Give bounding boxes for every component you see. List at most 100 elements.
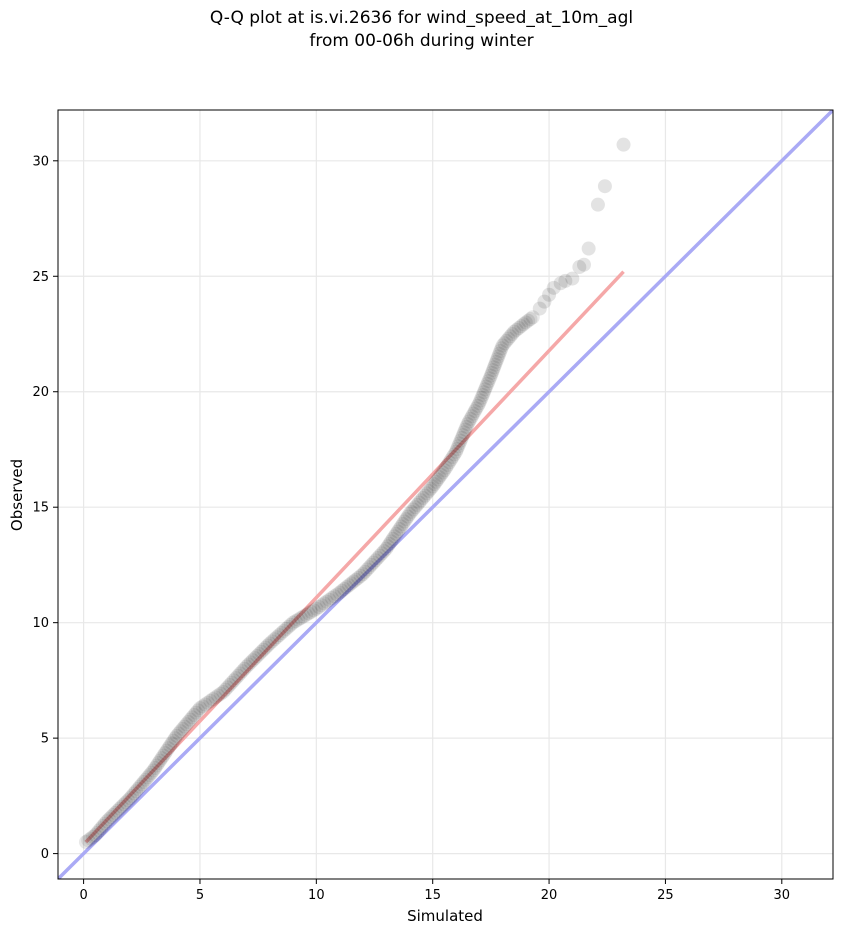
qq-point: [485, 363, 500, 378]
qq-point: [362, 560, 377, 575]
qq-tail-point: [532, 301, 547, 316]
qq-point: [440, 457, 455, 472]
qq-point: [454, 430, 469, 445]
qq-point: [134, 777, 149, 792]
qq-point: [291, 612, 306, 627]
y-tick-label: 15: [32, 501, 49, 516]
ticks-layer: 0 5 10 15 20 25 30 0 5 10 15 20 25 30: [32, 154, 790, 903]
x-tick-label: 0: [79, 888, 87, 903]
qq-point: [330, 587, 345, 602]
qq-point: [516, 317, 531, 332]
qq-point: [377, 544, 392, 559]
qq-point: [173, 724, 188, 739]
qq-point: [451, 439, 466, 454]
chart-title-line-2: from 00-06h during winter: [309, 31, 534, 51]
qq-point: [104, 810, 119, 825]
qq-point: [132, 779, 147, 794]
qq-point: [317, 596, 332, 611]
qq-point: [293, 611, 308, 626]
qq-point: [311, 600, 326, 615]
qq-point: [136, 775, 151, 790]
qq-point: [432, 470, 447, 485]
qq-point: [166, 733, 181, 748]
qq-point: [495, 338, 510, 353]
qq-point: [298, 607, 313, 622]
y-tick-label: 10: [32, 616, 49, 631]
qq-point: [429, 474, 444, 489]
qq-tail-point: [616, 137, 631, 152]
x-tick-label: 15: [424, 888, 441, 903]
qq-point: [385, 531, 400, 546]
qq-point: [379, 541, 394, 556]
qq-point: [241, 657, 256, 672]
qq-point: [231, 668, 246, 683]
qq-point: [213, 686, 228, 701]
qq-point: [392, 521, 407, 536]
qq-point: [142, 768, 157, 783]
qq-point: [159, 743, 174, 758]
qq-point: [99, 814, 114, 829]
qq-point: [425, 479, 440, 494]
qq-point: [473, 393, 488, 408]
qq-point: [382, 536, 397, 551]
qq-point: [200, 695, 215, 710]
qq-point: [380, 539, 395, 554]
plot-frame: [57, 109, 834, 880]
qq-tail-point: [558, 273, 573, 288]
x-tick-label: 20: [541, 888, 558, 903]
y-axis-label: Observed: [8, 459, 26, 531]
qq-point: [400, 509, 415, 524]
y-tick-label: 20: [32, 385, 49, 400]
qq-point: [509, 322, 524, 337]
qq-point: [319, 594, 334, 609]
qq-point: [505, 327, 520, 342]
qq-point: [81, 833, 96, 848]
y-tick-label: 0: [41, 847, 49, 862]
qq-point: [341, 578, 356, 593]
qq-point: [470, 398, 485, 413]
qq-tail-point: [581, 241, 596, 256]
qq-point: [262, 636, 277, 651]
qq-point: [233, 666, 248, 681]
qq-point: [478, 382, 493, 397]
qq-point: [455, 428, 470, 443]
identity-line: [58, 110, 833, 879]
qq-point: [480, 376, 495, 391]
qq-point: [460, 417, 475, 432]
qq-tail-point: [597, 179, 612, 194]
qq-point: [353, 569, 368, 584]
qq-point: [279, 621, 294, 636]
qq-point: [163, 738, 178, 753]
qq-point: [247, 651, 262, 666]
qq-point: [106, 807, 121, 822]
qq-point: [443, 452, 458, 467]
y-tick-label: 30: [32, 154, 49, 169]
qq-point: [148, 760, 163, 775]
qq-point: [272, 628, 287, 643]
qq-point: [453, 433, 468, 448]
qq-point: [327, 589, 342, 604]
qq-point: [372, 548, 387, 563]
qq-point: [88, 828, 103, 843]
qq-point: [309, 601, 324, 616]
qq-point: [493, 344, 508, 359]
qq-point: [374, 546, 389, 561]
qq-point: [427, 477, 442, 492]
qq-point: [151, 756, 166, 771]
qq-point: [228, 671, 243, 686]
qq-point: [447, 447, 462, 462]
qq-point: [394, 519, 409, 534]
points-layer: [78, 137, 631, 850]
qq-point: [260, 638, 275, 653]
qq-point: [404, 504, 419, 519]
qq-point: [90, 825, 105, 840]
qq-point: [355, 567, 370, 582]
qq-point: [276, 623, 291, 638]
qq-point: [344, 576, 359, 591]
qq-point: [254, 644, 269, 659]
qq-point: [218, 682, 233, 697]
qq-point: [168, 731, 183, 746]
qq-point: [457, 425, 472, 440]
